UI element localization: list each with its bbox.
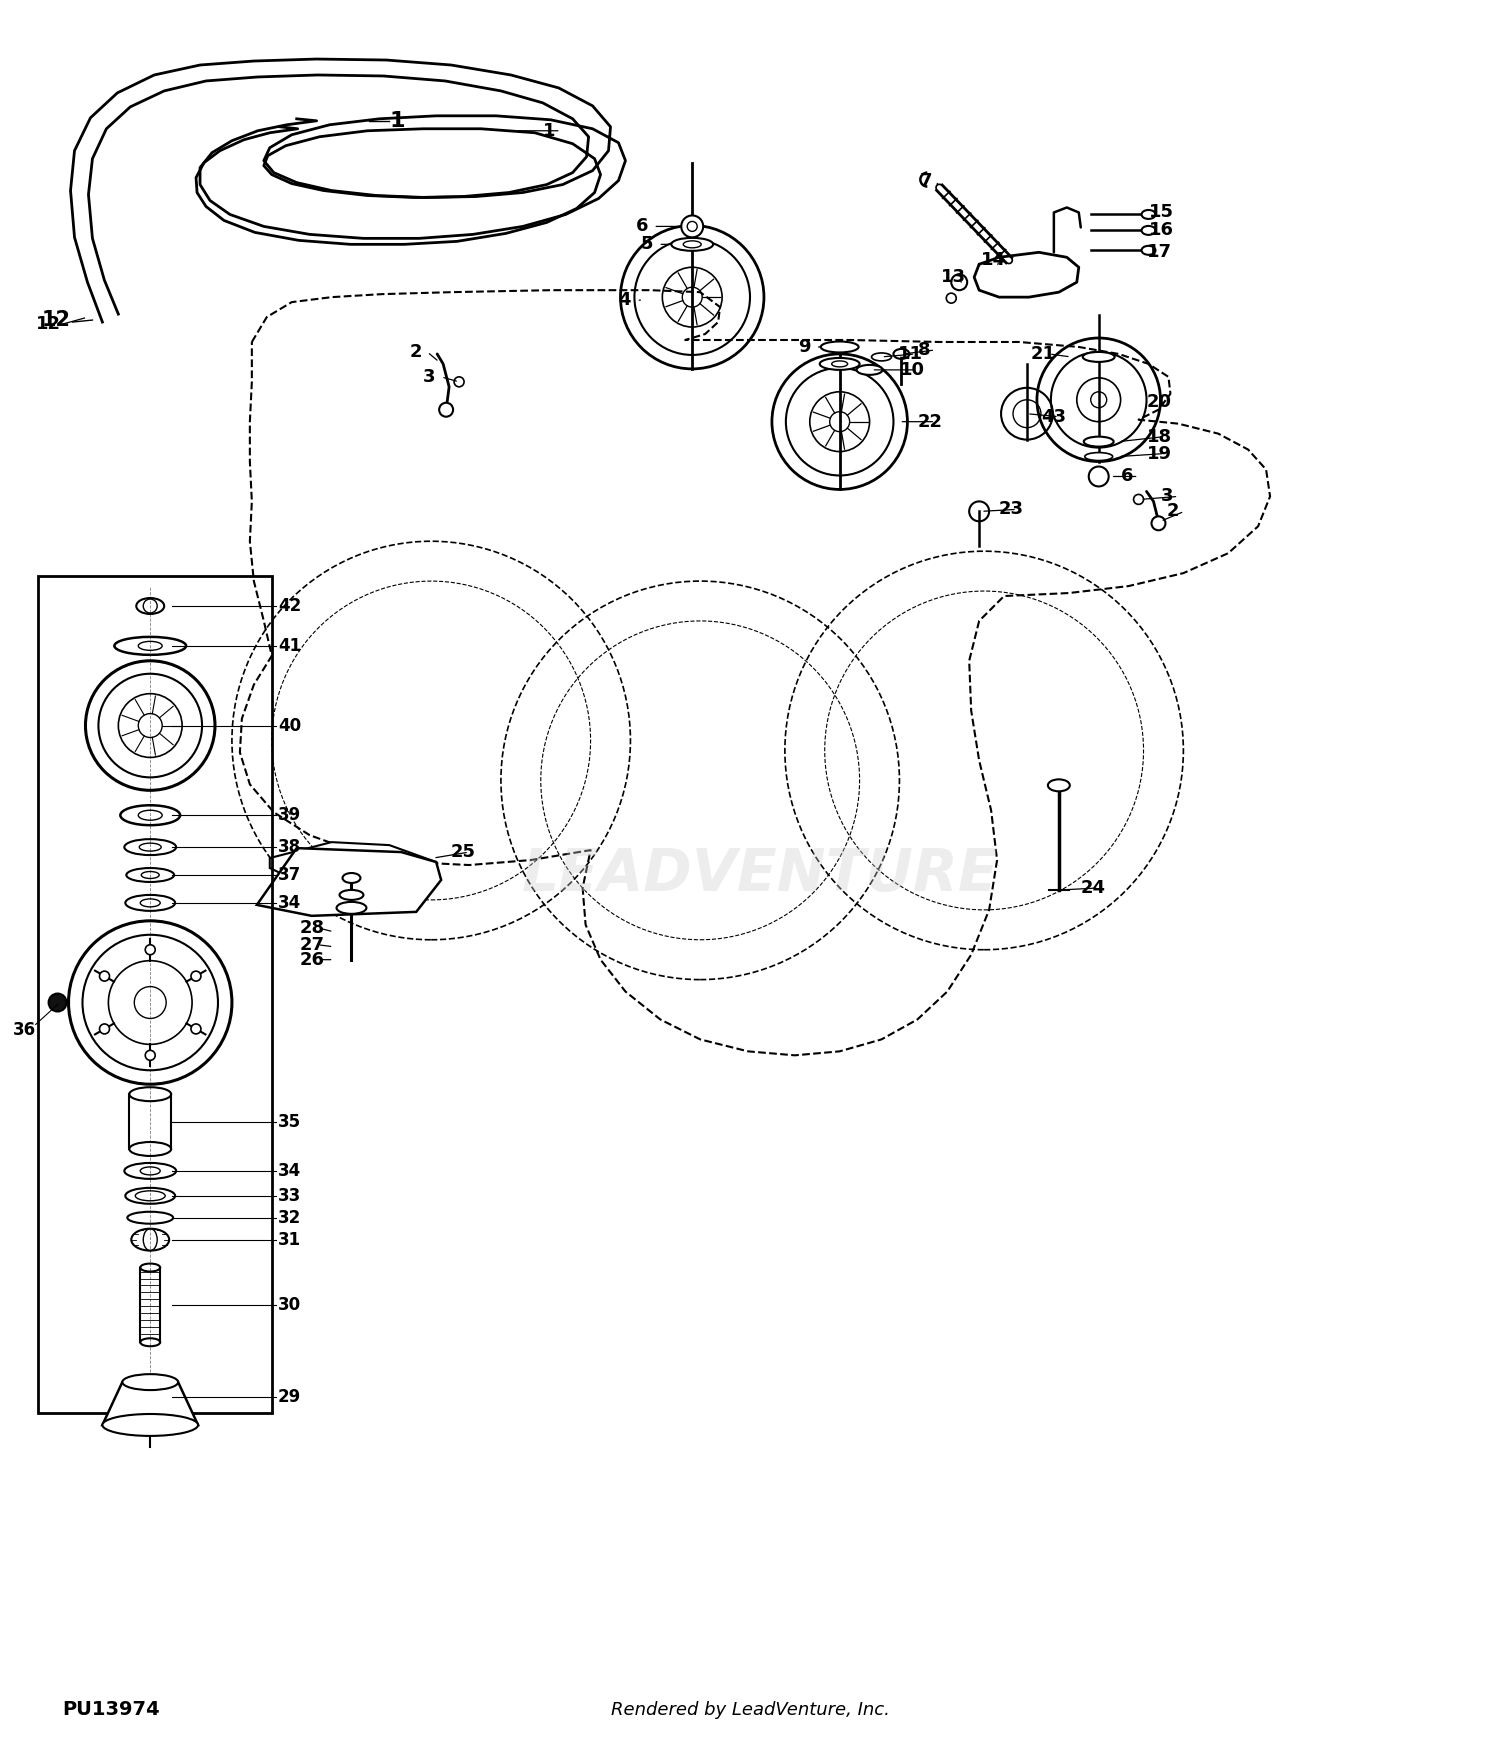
Circle shape	[440, 402, 453, 416]
Ellipse shape	[102, 1414, 198, 1437]
Circle shape	[1134, 495, 1143, 504]
Text: 16: 16	[1149, 222, 1173, 240]
Bar	[38, 576, 272, 1412]
Polygon shape	[256, 849, 441, 915]
Text: 26: 26	[300, 950, 324, 970]
Text: 36: 36	[12, 1022, 36, 1040]
Text: 27: 27	[300, 936, 324, 954]
Circle shape	[1089, 467, 1108, 486]
Circle shape	[946, 294, 956, 303]
Text: 11: 11	[897, 345, 922, 362]
Text: 38: 38	[278, 838, 302, 856]
Ellipse shape	[1142, 245, 1155, 256]
Text: 10: 10	[900, 360, 924, 380]
Text: 30: 30	[278, 1297, 302, 1314]
Text: 19: 19	[1146, 444, 1172, 462]
Ellipse shape	[1142, 226, 1155, 234]
Text: 32: 32	[278, 1209, 302, 1227]
Text: 8: 8	[918, 341, 930, 359]
Circle shape	[969, 502, 988, 522]
Text: 17: 17	[1146, 243, 1172, 261]
Ellipse shape	[894, 348, 909, 359]
Circle shape	[146, 945, 154, 956]
Text: 5: 5	[640, 234, 652, 254]
Polygon shape	[270, 842, 436, 891]
Circle shape	[190, 971, 201, 982]
Text: 12: 12	[42, 310, 70, 331]
Circle shape	[99, 971, 109, 982]
Text: 37: 37	[278, 866, 302, 884]
Text: 6: 6	[636, 217, 648, 236]
Ellipse shape	[339, 891, 363, 900]
Text: 24: 24	[1082, 878, 1106, 898]
Text: 31: 31	[278, 1230, 302, 1250]
Text: Rendered by LeadVenture, Inc.: Rendered by LeadVenture, Inc.	[610, 1701, 890, 1718]
Text: 40: 40	[278, 716, 302, 735]
Text: 3: 3	[1161, 488, 1173, 506]
Text: 13: 13	[942, 268, 966, 287]
Text: 6: 6	[1120, 467, 1132, 485]
Text: PU13974: PU13974	[63, 1699, 160, 1718]
Text: 20: 20	[1146, 392, 1172, 411]
Ellipse shape	[1084, 453, 1113, 460]
Text: 3: 3	[423, 368, 435, 385]
Circle shape	[454, 376, 464, 387]
Text: 4: 4	[618, 290, 632, 310]
Ellipse shape	[672, 238, 712, 250]
Circle shape	[681, 215, 703, 238]
Text: 7: 7	[920, 172, 932, 189]
Text: 18: 18	[1146, 427, 1172, 446]
Text: 41: 41	[278, 637, 302, 654]
Text: 28: 28	[300, 919, 326, 936]
Ellipse shape	[1084, 438, 1113, 446]
Circle shape	[48, 994, 66, 1011]
Ellipse shape	[856, 366, 882, 374]
Circle shape	[99, 1024, 109, 1034]
Ellipse shape	[1048, 779, 1070, 791]
Text: 29: 29	[278, 1388, 302, 1405]
Ellipse shape	[1142, 210, 1155, 219]
Ellipse shape	[342, 873, 360, 884]
Text: 43: 43	[1041, 408, 1066, 425]
Text: 1: 1	[390, 110, 405, 131]
Circle shape	[1152, 516, 1166, 530]
Polygon shape	[102, 1382, 198, 1424]
Ellipse shape	[336, 901, 366, 914]
Text: 2: 2	[1167, 502, 1179, 520]
Circle shape	[951, 275, 968, 290]
Text: 42: 42	[278, 597, 302, 614]
Text: 34: 34	[278, 894, 302, 912]
Ellipse shape	[819, 359, 860, 369]
Ellipse shape	[871, 354, 891, 360]
Text: 34: 34	[278, 1162, 302, 1180]
Ellipse shape	[1083, 352, 1114, 362]
Text: LEADVENTURE: LEADVENTURE	[522, 847, 999, 903]
Ellipse shape	[821, 341, 858, 352]
Text: 9: 9	[798, 338, 810, 355]
Text: 21: 21	[1030, 345, 1056, 362]
Circle shape	[146, 1050, 154, 1060]
Text: 22: 22	[918, 413, 942, 430]
Text: 25: 25	[452, 844, 476, 861]
Text: 14: 14	[981, 252, 1006, 270]
Text: 23: 23	[999, 500, 1024, 518]
Text: 2: 2	[410, 343, 422, 360]
Text: 39: 39	[278, 807, 302, 824]
Text: 1: 1	[543, 123, 555, 140]
Text: 15: 15	[1149, 203, 1173, 222]
Text: 35: 35	[278, 1113, 302, 1130]
Ellipse shape	[123, 1374, 178, 1390]
Circle shape	[190, 1024, 201, 1034]
Text: 12: 12	[36, 315, 60, 332]
Text: 33: 33	[278, 1186, 302, 1204]
